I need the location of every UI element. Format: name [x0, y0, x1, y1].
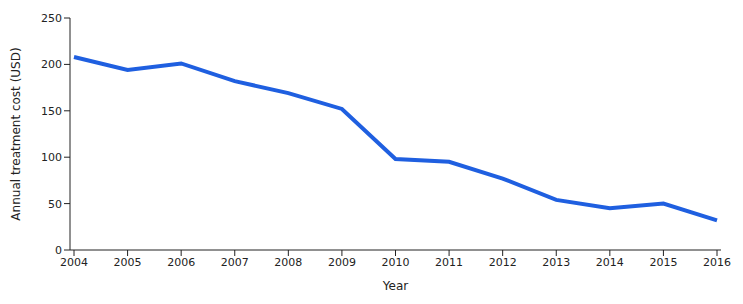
- svg-text:2006: 2006: [167, 256, 195, 269]
- svg-text:2015: 2015: [649, 256, 677, 269]
- svg-text:Year: Year: [382, 279, 408, 293]
- svg-text:200: 200: [41, 58, 62, 71]
- svg-text:2004: 2004: [60, 256, 88, 269]
- svg-text:50: 50: [48, 198, 62, 211]
- svg-text:150: 150: [41, 105, 62, 118]
- svg-text:Annual treatment cost (USD): Annual treatment cost (USD): [9, 47, 23, 220]
- svg-text:2014: 2014: [596, 256, 624, 269]
- svg-text:2012: 2012: [489, 256, 517, 269]
- svg-text:2009: 2009: [328, 256, 356, 269]
- svg-text:100: 100: [41, 151, 62, 164]
- svg-text:2005: 2005: [114, 256, 142, 269]
- svg-text:2008: 2008: [274, 256, 302, 269]
- svg-text:2007: 2007: [221, 256, 249, 269]
- svg-text:0: 0: [55, 244, 62, 257]
- svg-text:2010: 2010: [382, 256, 410, 269]
- svg-text:2013: 2013: [542, 256, 570, 269]
- svg-text:250: 250: [41, 12, 62, 25]
- svg-text:2016: 2016: [703, 256, 731, 269]
- svg-text:2011: 2011: [435, 256, 463, 269]
